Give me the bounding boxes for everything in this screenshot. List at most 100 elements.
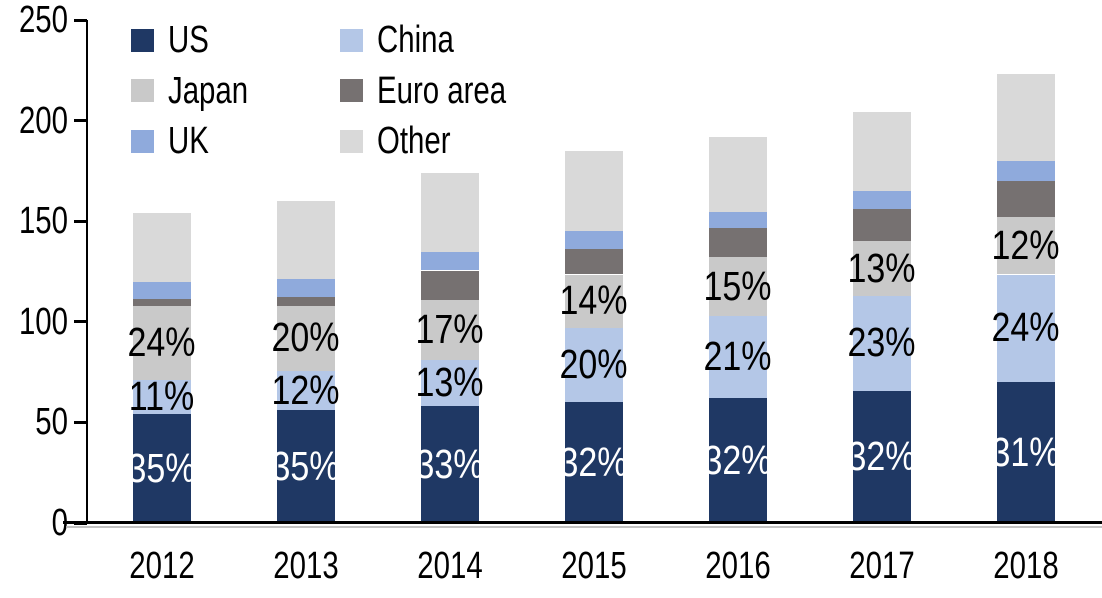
bar-segment-japan-2017 xyxy=(852,241,911,296)
legend-swatch xyxy=(131,129,154,153)
bar-segment-uk-2018 xyxy=(996,160,1055,181)
bar-segment-euro-area-2014 xyxy=(420,270,479,300)
bar-segment-uk-2017 xyxy=(852,191,911,210)
bar-segment-us-2016 xyxy=(708,398,767,523)
bar-segment-china-2015 xyxy=(564,327,623,403)
y-axis-tick-label: 50 xyxy=(35,400,68,443)
bar-segment-china-2016 xyxy=(708,315,767,399)
x-axis-shadow xyxy=(66,526,1102,528)
bar-segment-other-2015 xyxy=(564,150,623,232)
bar-segment-us-2018 xyxy=(996,382,1055,523)
segment-data-label: 13% xyxy=(847,245,916,292)
y-axis-tick xyxy=(74,18,87,22)
segment-data-label: 13% xyxy=(415,360,484,406)
bar-segment-japan-2015 xyxy=(564,274,623,328)
bar-segment-japan-2014 xyxy=(420,299,479,361)
bar-segment-uk-2012 xyxy=(132,281,191,299)
x-axis-category-label: 2017 xyxy=(848,544,915,587)
segment-data-label: 32% xyxy=(559,439,628,486)
x-axis-category-label: 2012 xyxy=(128,544,195,587)
x-axis-category-label: 2014 xyxy=(416,544,483,587)
bar-segment-china-2013 xyxy=(276,371,335,411)
segment-data-label: 14% xyxy=(559,278,628,324)
y-axis-tick-label: 100 xyxy=(18,300,68,343)
segment-data-label: 23% xyxy=(847,320,916,367)
segment-data-label: 15% xyxy=(703,263,772,310)
y-axis-tick-label: 150 xyxy=(18,199,68,242)
bar-segment-us-2014 xyxy=(420,406,479,523)
bar-segment-euro-area-2017 xyxy=(852,209,911,242)
bar-segment-uk-2016 xyxy=(708,212,767,229)
legend-item-china: China xyxy=(340,18,454,60)
bar-segment-us-2017 xyxy=(852,391,911,523)
x-axis-category-label: 2015 xyxy=(560,544,627,587)
legend-swatch xyxy=(340,129,363,153)
segment-data-label: 20% xyxy=(271,315,340,362)
x-axis-category-label: 2013 xyxy=(272,544,339,587)
segment-data-label: 32% xyxy=(847,434,916,480)
segment-data-label: 35% xyxy=(271,443,340,490)
legend-swatch xyxy=(131,79,154,102)
bar-segment-china-2012 xyxy=(132,380,191,415)
segment-data-label: 21% xyxy=(703,334,772,380)
bar-segment-china-2017 xyxy=(852,295,911,392)
y-axis-line xyxy=(86,20,88,524)
bar-segment-japan-2018 xyxy=(996,217,1055,275)
bar-segment-other-2016 xyxy=(708,136,767,213)
segment-data-label: 24% xyxy=(127,320,196,366)
bar-segment-euro-area-2016 xyxy=(708,228,767,258)
x-axis-category-label: 2018 xyxy=(992,544,1059,587)
bar-segment-other-2013 xyxy=(276,201,335,279)
segment-data-label: 35% xyxy=(127,445,196,492)
bar-segment-other-2018 xyxy=(996,74,1055,161)
y-axis-tick-label: 200 xyxy=(18,98,68,141)
legend-item-other: Other xyxy=(340,119,451,161)
bar-segment-japan-2016 xyxy=(708,257,767,316)
bar-segment-other-2012 xyxy=(132,213,191,282)
bar-segment-japan-2012 xyxy=(132,305,191,381)
bar-segment-china-2014 xyxy=(420,360,479,407)
segment-data-label: 32% xyxy=(703,437,772,484)
legend-label: Japan xyxy=(168,68,249,111)
y-axis-tick-label: 250 xyxy=(18,0,68,41)
bar-segment-us-2012 xyxy=(132,414,191,523)
y-axis-tick xyxy=(74,320,87,324)
legend-label: US xyxy=(168,18,209,61)
legend-label: China xyxy=(377,18,454,61)
segment-data-label: 12% xyxy=(991,222,1060,269)
legend-item-uk: UK xyxy=(131,119,209,161)
legend-item-euro-area: Euro area xyxy=(340,69,506,111)
bar-segment-uk-2014 xyxy=(420,252,479,271)
bar-segment-japan-2013 xyxy=(276,305,335,372)
y-axis-tick xyxy=(74,119,87,123)
bar-segment-us-2015 xyxy=(564,402,623,523)
bar-segment-euro-area-2012 xyxy=(132,298,191,306)
legend-label: UK xyxy=(168,119,209,162)
y-axis-tick xyxy=(74,420,87,424)
legend-label: Other xyxy=(377,119,451,162)
segment-data-label: 17% xyxy=(415,306,484,353)
segment-data-label: 12% xyxy=(271,367,340,414)
segment-data-label: 11% xyxy=(128,374,195,421)
bar-segment-other-2017 xyxy=(852,111,911,191)
legend-swatch xyxy=(340,79,363,102)
segment-data-label: 31% xyxy=(991,429,1060,476)
segment-data-label: 24% xyxy=(991,305,1060,352)
legend-item-japan: Japan xyxy=(131,69,248,111)
bar-segment-euro-area-2013 xyxy=(276,296,335,306)
segment-data-label: 33% xyxy=(415,441,484,488)
legend-swatch xyxy=(340,28,363,52)
bar-segment-euro-area-2015 xyxy=(564,249,623,275)
bar-segment-uk-2013 xyxy=(276,278,335,297)
legend-label: Euro area xyxy=(377,68,507,111)
segment-data-label: 20% xyxy=(559,342,628,388)
legend-swatch xyxy=(131,28,154,52)
legend-item-us: US xyxy=(131,18,209,60)
bar-segment-china-2018 xyxy=(996,274,1055,383)
bar-segment-euro-area-2018 xyxy=(996,181,1055,218)
bar-segment-uk-2015 xyxy=(564,231,623,250)
bar-segment-other-2014 xyxy=(420,172,479,253)
bar-segment-us-2013 xyxy=(276,410,335,523)
x-axis-category-label: 2016 xyxy=(704,544,771,587)
